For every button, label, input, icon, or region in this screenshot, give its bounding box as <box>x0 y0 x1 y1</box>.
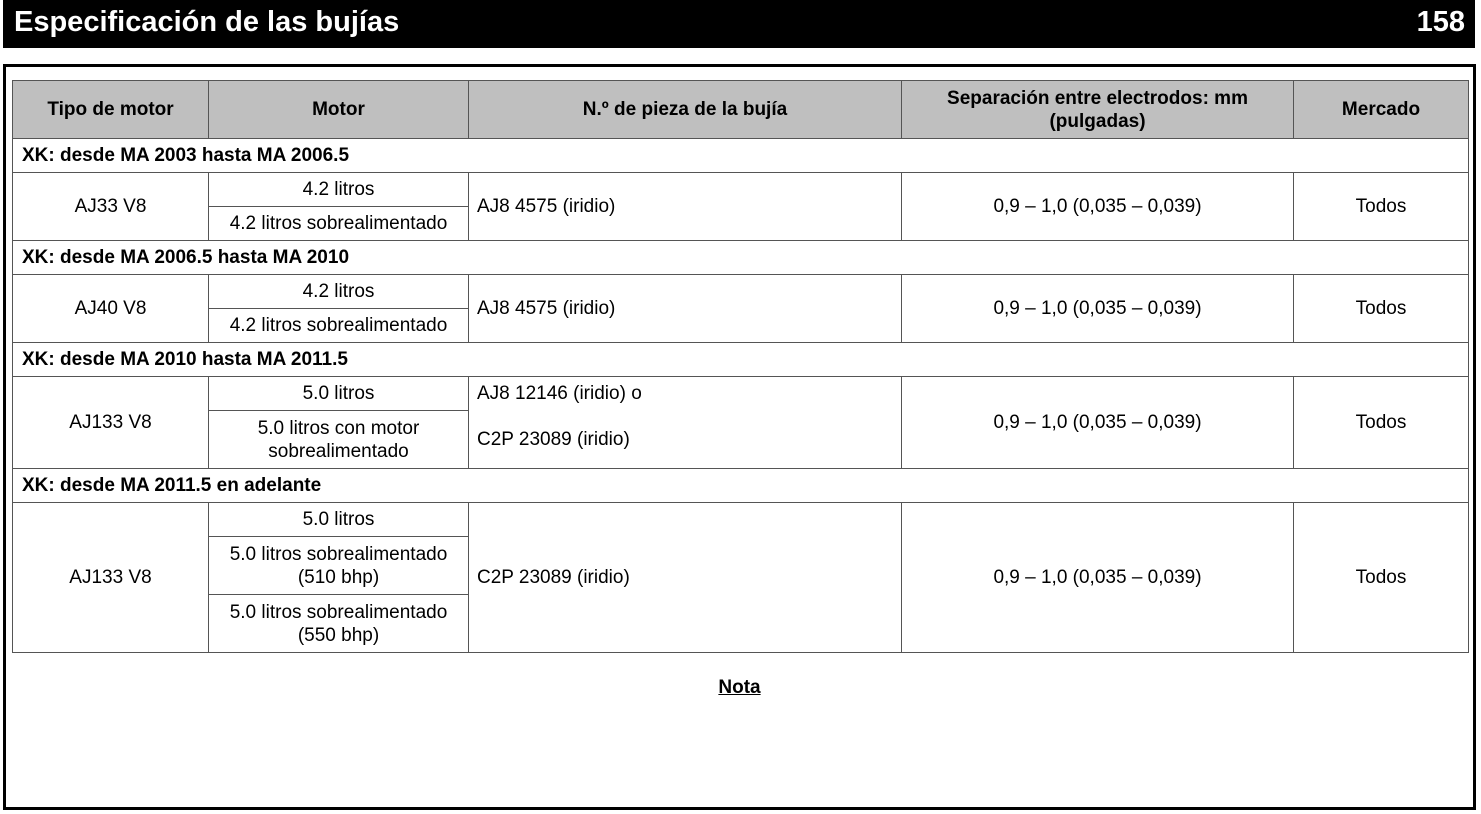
part-number: C2P 23089 (iridio) <box>468 502 902 653</box>
table-header-row: Tipo de motor Motor N.º de pieza de la b… <box>12 80 1469 139</box>
electrode-gap: 0,9 – 1,0 (0,035 – 0,039) <box>901 274 1294 343</box>
column-header: Separación entre electrodos: mm (pulgada… <box>901 80 1294 139</box>
engine-type: AJ133 V8 <box>12 502 209 653</box>
motor: 5.0 litros sobrealimentado (510 bhp) <box>208 536 469 595</box>
market: Todos <box>1293 376 1469 469</box>
electrode-gap: 0,9 – 1,0 (0,035 – 0,039) <box>901 172 1294 241</box>
motor: 4.2 litros <box>208 172 469 207</box>
column-header: Mercado <box>1293 80 1469 139</box>
content-box: Tipo de motor Motor N.º de pieza de la b… <box>3 64 1476 810</box>
table-row: AJ133 V8 5.0 litros AJ8 12146 (iridio) o… <box>12 376 1469 469</box>
market: Todos <box>1293 274 1469 343</box>
column-header: Motor <box>208 80 469 139</box>
spark-plug-table: Tipo de motor Motor N.º de pieza de la b… <box>12 80 1469 653</box>
section-title: XK: desde MA 2010 hasta MA 2011.5 <box>12 342 1469 377</box>
part-number: AJ8 4575 (iridio) <box>468 274 902 343</box>
engine-type: AJ40 V8 <box>12 274 209 343</box>
motor: 4.2 litros sobrealimentado <box>208 206 469 241</box>
table-row: AJ33 V8 4.2 litros AJ8 4575 (iridio) 0,9… <box>12 172 1469 241</box>
column-header: Tipo de motor <box>12 80 209 139</box>
motor: 5.0 litros sobrealimentado (550 bhp) <box>208 594 469 653</box>
page-number: 158 <box>1416 6 1465 38</box>
table-row: AJ133 V8 5.0 litros C2P 23089 (iridio) 0… <box>12 502 1469 653</box>
section-title: XK: desde MA 2006.5 hasta MA 2010 <box>12 240 1469 275</box>
engine-type: AJ133 V8 <box>12 376 209 469</box>
market: Todos <box>1293 502 1469 653</box>
part-number: AJ8 4575 (iridio) <box>468 172 902 241</box>
motor: 5.0 litros con motor sobrealimentado <box>208 410 469 469</box>
motor: 4.2 litros <box>208 274 469 309</box>
part-number: C2P 23089 (iridio) <box>468 410 902 469</box>
page-title: Especificación de las bujías <box>14 6 400 38</box>
engine-type: AJ33 V8 <box>12 172 209 241</box>
motor: 5.0 litros <box>208 376 469 411</box>
part-number: AJ8 12146 (iridio) o <box>468 376 902 411</box>
motor: 4.2 litros sobrealimentado <box>208 308 469 343</box>
electrode-gap: 0,9 – 1,0 (0,035 – 0,039) <box>901 376 1294 469</box>
section-title: XK: desde MA 2011.5 en adelante <box>12 468 1469 503</box>
motor: 5.0 litros <box>208 502 469 537</box>
column-header: N.º de pieza de la bujía <box>468 80 902 139</box>
title-bar: Especificación de las bujías 158 <box>3 0 1475 48</box>
section-title: XK: desde MA 2003 hasta MA 2006.5 <box>12 138 1469 173</box>
electrode-gap: 0,9 – 1,0 (0,035 – 0,039) <box>901 502 1294 653</box>
table-row: AJ40 V8 4.2 litros AJ8 4575 (iridio) 0,9… <box>12 274 1469 343</box>
note-heading: Nota <box>718 677 761 698</box>
market: Todos <box>1293 172 1469 241</box>
